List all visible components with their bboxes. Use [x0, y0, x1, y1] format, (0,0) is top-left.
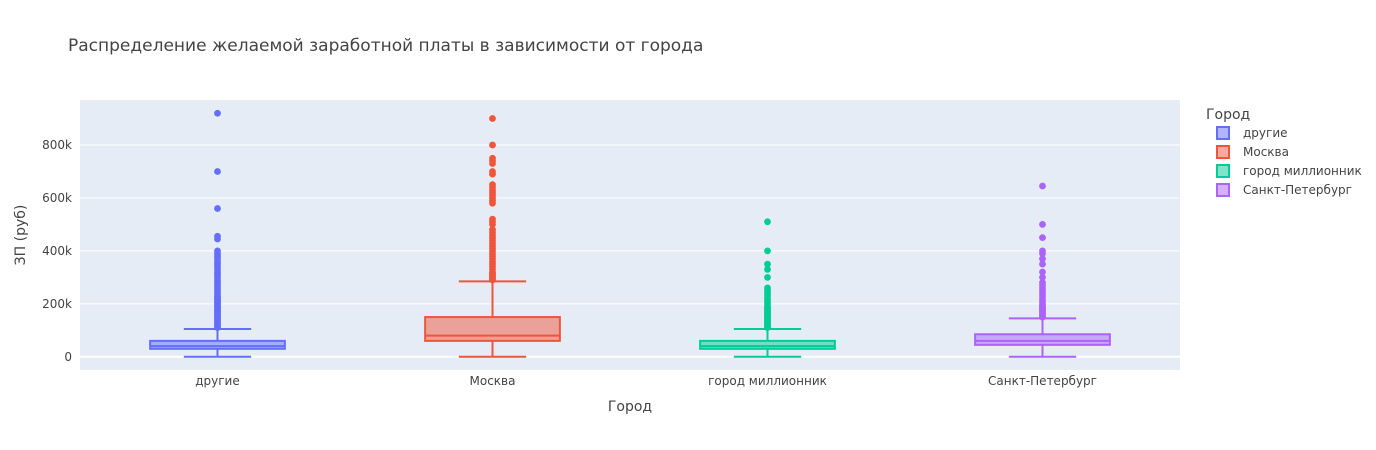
outlier-point	[489, 154, 496, 162]
legend-label: другие	[1243, 126, 1288, 140]
outlier-point	[214, 247, 221, 255]
outlier-point	[1039, 268, 1046, 276]
outlier-point	[1039, 234, 1046, 242]
outlier-point	[214, 205, 221, 212]
legend-title: Город	[1206, 107, 1250, 123]
legend-swatch	[1216, 126, 1230, 140]
legend-swatch	[1216, 145, 1230, 159]
grid-lines	[80, 144, 1180, 358]
outlier-point	[764, 284, 771, 292]
chart-title: Распределение желаемой заработной платы …	[68, 36, 703, 56]
y-tick-label: 0	[64, 350, 72, 364]
x-axis-ticks: другие Москва город миллионник Санкт-Петерб…	[195, 374, 1097, 388]
legend-swatch	[1216, 183, 1230, 197]
x-tick-label: город миллионник	[708, 374, 827, 388]
legend-item[interactable]: город миллионник	[1216, 164, 1362, 178]
outlier-point	[214, 232, 221, 240]
outlier-point	[1039, 260, 1046, 268]
outlier-point	[489, 168, 496, 175]
legend-label: Москва	[1243, 145, 1289, 159]
outlier-point	[1039, 273, 1046, 281]
outlier-point	[489, 226, 496, 234]
x-axis-title: Город	[608, 399, 652, 415]
legend-swatch	[1216, 164, 1230, 178]
legend-item[interactable]: Санкт-Петербург	[1216, 183, 1352, 197]
y-tick-label: 600k	[42, 191, 72, 205]
outlier-point	[489, 215, 496, 223]
legend: Город другие Москва город миллионник Санкт-…	[1206, 107, 1362, 197]
outlier-point	[214, 168, 221, 175]
outlier-point	[489, 141, 496, 149]
box-trace	[149, 109, 286, 358]
x-tick-label: Санкт-Петербург	[988, 374, 1097, 388]
outlier-point	[1039, 255, 1046, 263]
box-trace	[424, 115, 561, 358]
box-iqr	[699, 339, 836, 350]
outlier-point	[489, 181, 496, 189]
x-tick-label: Москва	[470, 374, 516, 388]
y-tick-label: 200k	[42, 297, 72, 311]
legend-item[interactable]: другие	[1216, 126, 1288, 140]
legend-item[interactable]: Москва	[1216, 145, 1289, 159]
outlier-point	[764, 273, 771, 281]
outlier-point	[764, 260, 771, 268]
x-tick-label: другие	[195, 374, 240, 388]
outlier-point	[764, 218, 771, 226]
box-iqr	[149, 339, 286, 350]
box-trace	[699, 218, 836, 358]
outlier-point	[1039, 247, 1046, 255]
box-traces	[149, 109, 1111, 358]
y-axis-ticks: 0 200k 400k 600k 800k	[42, 138, 72, 364]
outlier-point	[489, 115, 496, 122]
y-axis-title: ЗП (руб)	[13, 205, 29, 266]
outlier-point	[764, 247, 771, 255]
box-iqr	[974, 333, 1111, 346]
outlier-point	[1039, 221, 1046, 228]
legend-label: Санкт-Петербург	[1243, 183, 1352, 197]
box-iqr	[424, 316, 561, 342]
outlier-point	[214, 109, 221, 117]
outlier-point	[1039, 279, 1046, 287]
y-tick-label: 800k	[42, 138, 72, 152]
y-tick-label: 400k	[42, 244, 72, 258]
outlier-point	[1039, 182, 1046, 190]
box-trace	[974, 182, 1111, 358]
outlier-point	[764, 266, 771, 273]
legend-label: город миллионник	[1243, 164, 1362, 178]
